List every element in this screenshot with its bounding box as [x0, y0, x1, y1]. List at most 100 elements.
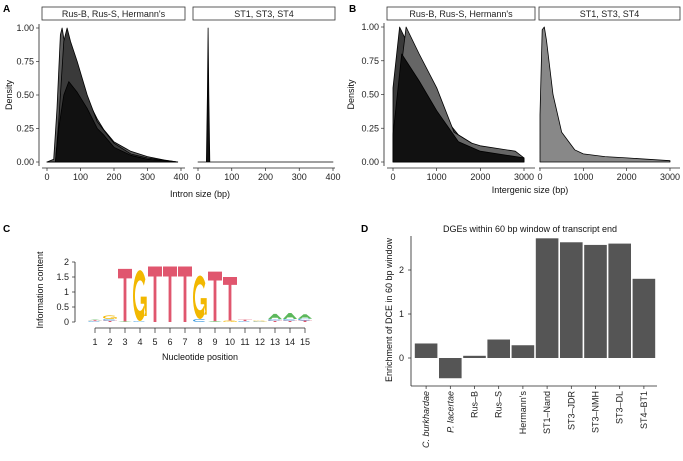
bar — [584, 244, 607, 358]
panel-label-a: A — [3, 4, 10, 15]
logo-letter-T — [103, 320, 117, 322]
logo-letter-C — [88, 321, 101, 322]
y-tick-label: 0.5 — [56, 302, 69, 312]
y-axis-label: Enrichment of DCE in 60 bp window — [384, 237, 394, 382]
x-tick-label: 1000 — [427, 172, 447, 182]
y-tick-label: 0.75 — [361, 56, 379, 66]
y-tick-label: 0 — [399, 353, 404, 363]
y-tick-label: 0.50 — [361, 90, 379, 100]
panel-label-b: B — [349, 4, 356, 15]
bar — [608, 243, 631, 358]
logo-letter-T — [148, 266, 162, 322]
x-tick-label: ST3–DL — [615, 391, 625, 424]
density-area-series-3 — [46, 81, 179, 163]
y-tick-label: 0.00 — [361, 157, 379, 167]
logo-letter-T — [208, 271, 222, 322]
x-tick-label: 0 — [537, 172, 542, 182]
logo-letter-T — [163, 266, 177, 322]
density-area-series-3 — [392, 53, 525, 163]
panel-label-c: C — [3, 224, 10, 235]
x-tick-label: 12 — [255, 337, 265, 347]
x-tick-label: 1000 — [573, 172, 593, 182]
logo-letter-C — [133, 321, 146, 322]
facet-strip — [386, 6, 536, 21]
x-tick-label: 7 — [182, 337, 187, 347]
bar — [414, 343, 438, 358]
x-tick-label: ST3–JDR — [566, 391, 576, 431]
y-axis-label: Information content — [35, 251, 45, 329]
logo-letter-T — [88, 320, 102, 322]
x-tick-label: 2 — [107, 337, 112, 347]
bar — [535, 238, 559, 358]
x-tick-label: ST3–NMH — [591, 391, 601, 433]
logo-letter-A — [298, 314, 312, 319]
logo-letter-G — [253, 320, 267, 322]
panel-label-d: D — [361, 224, 368, 235]
y-axis-label: Density — [4, 79, 14, 110]
bar — [463, 355, 486, 358]
x-tick-label: 300 — [292, 172, 307, 182]
facet-strip — [538, 6, 681, 21]
x-tick-label: 3000 — [514, 172, 534, 182]
x-tick-label: 100 — [224, 172, 239, 182]
y-axis-label: Density — [346, 79, 356, 110]
logo-letter-C — [283, 319, 296, 321]
y-tick-label: 0.75 — [16, 57, 34, 67]
logo-letter-A — [118, 321, 132, 322]
y-tick-label: 2 — [399, 265, 404, 275]
y-tick-label: 0.25 — [361, 123, 379, 133]
logo-letter-A — [283, 313, 297, 319]
logo-letter-C — [298, 318, 311, 321]
x-tick-label: P. lacertae — [445, 391, 455, 433]
x-tick-label: 300 — [140, 172, 155, 182]
x-axis-label: Intergenic size (bp) — [492, 185, 569, 195]
facet-strip-label: ST1, ST3, ST4 — [580, 9, 640, 19]
density-area-series-1 — [539, 26, 671, 163]
logo-letter-T — [178, 266, 192, 322]
x-tick-label: 10 — [225, 337, 235, 347]
y-tick-label: 1 — [64, 287, 69, 297]
x-tick-label: 2000 — [470, 172, 490, 182]
y-tick-label: 2 — [64, 257, 69, 267]
x-tick-label: 3000 — [660, 172, 680, 182]
y-tick-label: 0.00 — [16, 157, 34, 167]
logo-letter-T — [238, 319, 252, 322]
facet-strip-label: Rus-B, Rus-S, Hermann's — [62, 9, 166, 19]
y-tick-label: 1.00 — [16, 23, 34, 33]
x-tick-label: 6 — [167, 337, 172, 347]
y-tick-label: 0.25 — [16, 124, 34, 134]
logo-letter-T — [223, 277, 237, 321]
logo-letter-C — [238, 321, 251, 322]
x-tick-label: 0 — [390, 172, 395, 182]
y-tick-label: 1.5 — [56, 272, 69, 282]
x-tick-label: Hermann's — [518, 391, 528, 435]
x-tick-label: Rus–S — [494, 391, 504, 418]
x-tick-label: 200 — [106, 172, 121, 182]
logo-letter-T — [118, 268, 132, 322]
x-tick-label: 0 — [195, 172, 200, 182]
x-tick-label: 100 — [73, 172, 88, 182]
x-tick-label: 11 — [240, 337, 249, 347]
y-tick-label: 0.50 — [16, 90, 34, 100]
logo-letter-C — [268, 319, 281, 321]
facet-strip-label: ST1, ST3, ST4 — [234, 9, 294, 19]
logo-letter-C — [193, 319, 206, 322]
panel-d-bar-chart: DGEs within 60 bp window of transcript e… — [384, 224, 657, 448]
x-tick-label: 15 — [300, 337, 310, 347]
x-tick-label: 9 — [212, 337, 217, 347]
y-tick-label: 1 — [399, 309, 404, 319]
x-tick-label: ST4–BT1 — [639, 391, 649, 429]
logo-letter-C — [103, 319, 116, 321]
logo-letter-G — [103, 315, 117, 319]
logo-letter-T — [283, 320, 297, 322]
x-tick-label: Rus–B — [470, 391, 480, 418]
x-axis-label: Nucleotide position — [162, 352, 238, 362]
x-axis-label: Intron size (bp) — [170, 189, 230, 199]
x-tick-label: 0 — [44, 172, 49, 182]
x-tick-label: 5 — [152, 337, 157, 347]
x-tick-label: 13 — [270, 337, 280, 347]
x-tick-label: 2000 — [617, 172, 637, 182]
bar — [560, 242, 583, 358]
y-tick-label: 0 — [64, 317, 69, 327]
